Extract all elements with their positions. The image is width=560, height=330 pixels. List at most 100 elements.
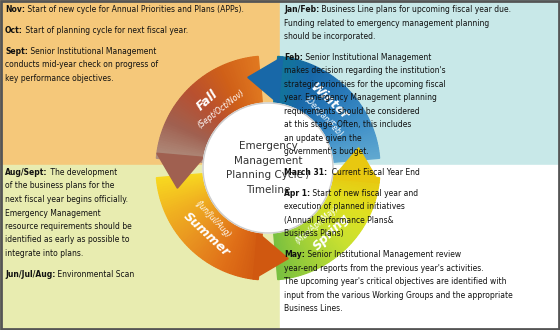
Polygon shape xyxy=(190,85,224,121)
Bar xyxy=(280,0,560,165)
Text: integrate into plans.: integrate into plans. xyxy=(5,249,83,258)
Polygon shape xyxy=(298,225,323,267)
Text: March 31:: March 31: xyxy=(284,168,327,177)
Polygon shape xyxy=(332,178,379,188)
Polygon shape xyxy=(182,94,219,126)
Text: year. Emergency Management planning: year. Emergency Management planning xyxy=(284,93,437,102)
Polygon shape xyxy=(199,79,229,117)
Polygon shape xyxy=(203,221,231,260)
Polygon shape xyxy=(323,107,363,134)
Bar xyxy=(280,165,560,330)
Polygon shape xyxy=(317,94,354,126)
Polygon shape xyxy=(333,174,380,181)
Polygon shape xyxy=(307,219,338,257)
Text: (Annual Performance Plans&: (Annual Performance Plans& xyxy=(284,216,394,225)
Polygon shape xyxy=(177,101,216,130)
Polygon shape xyxy=(290,229,308,274)
Polygon shape xyxy=(205,222,232,262)
Polygon shape xyxy=(328,193,372,213)
Polygon shape xyxy=(187,213,222,247)
Text: Apr 1:: Apr 1: xyxy=(284,189,310,198)
Polygon shape xyxy=(187,89,222,123)
Polygon shape xyxy=(277,232,286,279)
Polygon shape xyxy=(311,83,343,120)
Polygon shape xyxy=(228,62,246,107)
Polygon shape xyxy=(158,181,204,193)
Polygon shape xyxy=(310,82,342,119)
Polygon shape xyxy=(165,193,208,213)
Polygon shape xyxy=(216,226,239,268)
Polygon shape xyxy=(287,61,303,106)
Polygon shape xyxy=(316,93,353,125)
Polygon shape xyxy=(318,96,356,128)
Polygon shape xyxy=(248,232,258,279)
Polygon shape xyxy=(158,145,204,156)
Polygon shape xyxy=(314,213,349,247)
Polygon shape xyxy=(294,65,315,109)
Polygon shape xyxy=(329,130,374,148)
Polygon shape xyxy=(216,68,239,111)
Polygon shape xyxy=(297,68,320,111)
Polygon shape xyxy=(177,206,216,235)
Polygon shape xyxy=(330,135,376,150)
Polygon shape xyxy=(275,57,283,104)
Polygon shape xyxy=(200,220,230,259)
Polygon shape xyxy=(321,105,362,133)
Polygon shape xyxy=(302,73,329,114)
Polygon shape xyxy=(328,191,372,211)
Polygon shape xyxy=(226,228,245,273)
Polygon shape xyxy=(332,145,378,156)
Polygon shape xyxy=(332,181,377,193)
Polygon shape xyxy=(310,217,342,254)
Polygon shape xyxy=(165,194,209,215)
Polygon shape xyxy=(288,62,306,107)
Polygon shape xyxy=(179,207,217,238)
Polygon shape xyxy=(304,74,331,114)
Text: Business Line plans for upcoming fiscal year due.: Business Line plans for upcoming fiscal … xyxy=(319,5,511,14)
Polygon shape xyxy=(214,69,238,111)
Polygon shape xyxy=(182,210,219,242)
Polygon shape xyxy=(156,174,203,181)
Polygon shape xyxy=(286,230,301,276)
Polygon shape xyxy=(281,231,293,278)
Polygon shape xyxy=(312,215,346,251)
Polygon shape xyxy=(169,198,211,222)
Polygon shape xyxy=(321,103,361,131)
Polygon shape xyxy=(166,195,210,218)
Polygon shape xyxy=(314,89,349,123)
Polygon shape xyxy=(324,112,366,137)
Polygon shape xyxy=(240,231,253,277)
Polygon shape xyxy=(313,87,347,122)
Polygon shape xyxy=(160,138,206,152)
Polygon shape xyxy=(243,58,255,105)
Polygon shape xyxy=(256,233,262,280)
Polygon shape xyxy=(250,57,259,104)
Polygon shape xyxy=(297,226,320,268)
Polygon shape xyxy=(248,57,258,104)
Polygon shape xyxy=(319,207,357,238)
Polygon shape xyxy=(157,148,204,158)
Polygon shape xyxy=(283,231,296,277)
Polygon shape xyxy=(160,184,206,198)
Polygon shape xyxy=(256,56,262,103)
Text: Start of planning cycle for next fiscal year.: Start of planning cycle for next fiscal … xyxy=(23,26,188,35)
Polygon shape xyxy=(193,83,225,120)
Polygon shape xyxy=(209,71,235,113)
Text: Business Plans): Business Plans) xyxy=(284,229,344,238)
Polygon shape xyxy=(331,140,377,153)
Polygon shape xyxy=(214,225,238,267)
Polygon shape xyxy=(278,232,288,279)
Polygon shape xyxy=(296,66,318,110)
Text: identified as early as possible to: identified as early as possible to xyxy=(5,236,129,245)
Polygon shape xyxy=(325,198,367,222)
Polygon shape xyxy=(158,180,204,191)
Polygon shape xyxy=(157,150,204,159)
Polygon shape xyxy=(171,109,213,135)
Polygon shape xyxy=(300,70,325,112)
Polygon shape xyxy=(171,201,213,227)
Polygon shape xyxy=(167,116,211,139)
Polygon shape xyxy=(281,58,293,105)
Polygon shape xyxy=(278,57,288,104)
Polygon shape xyxy=(320,101,359,130)
Text: (Sept/Oct/Nov): (Sept/Oct/Nov) xyxy=(197,87,247,130)
